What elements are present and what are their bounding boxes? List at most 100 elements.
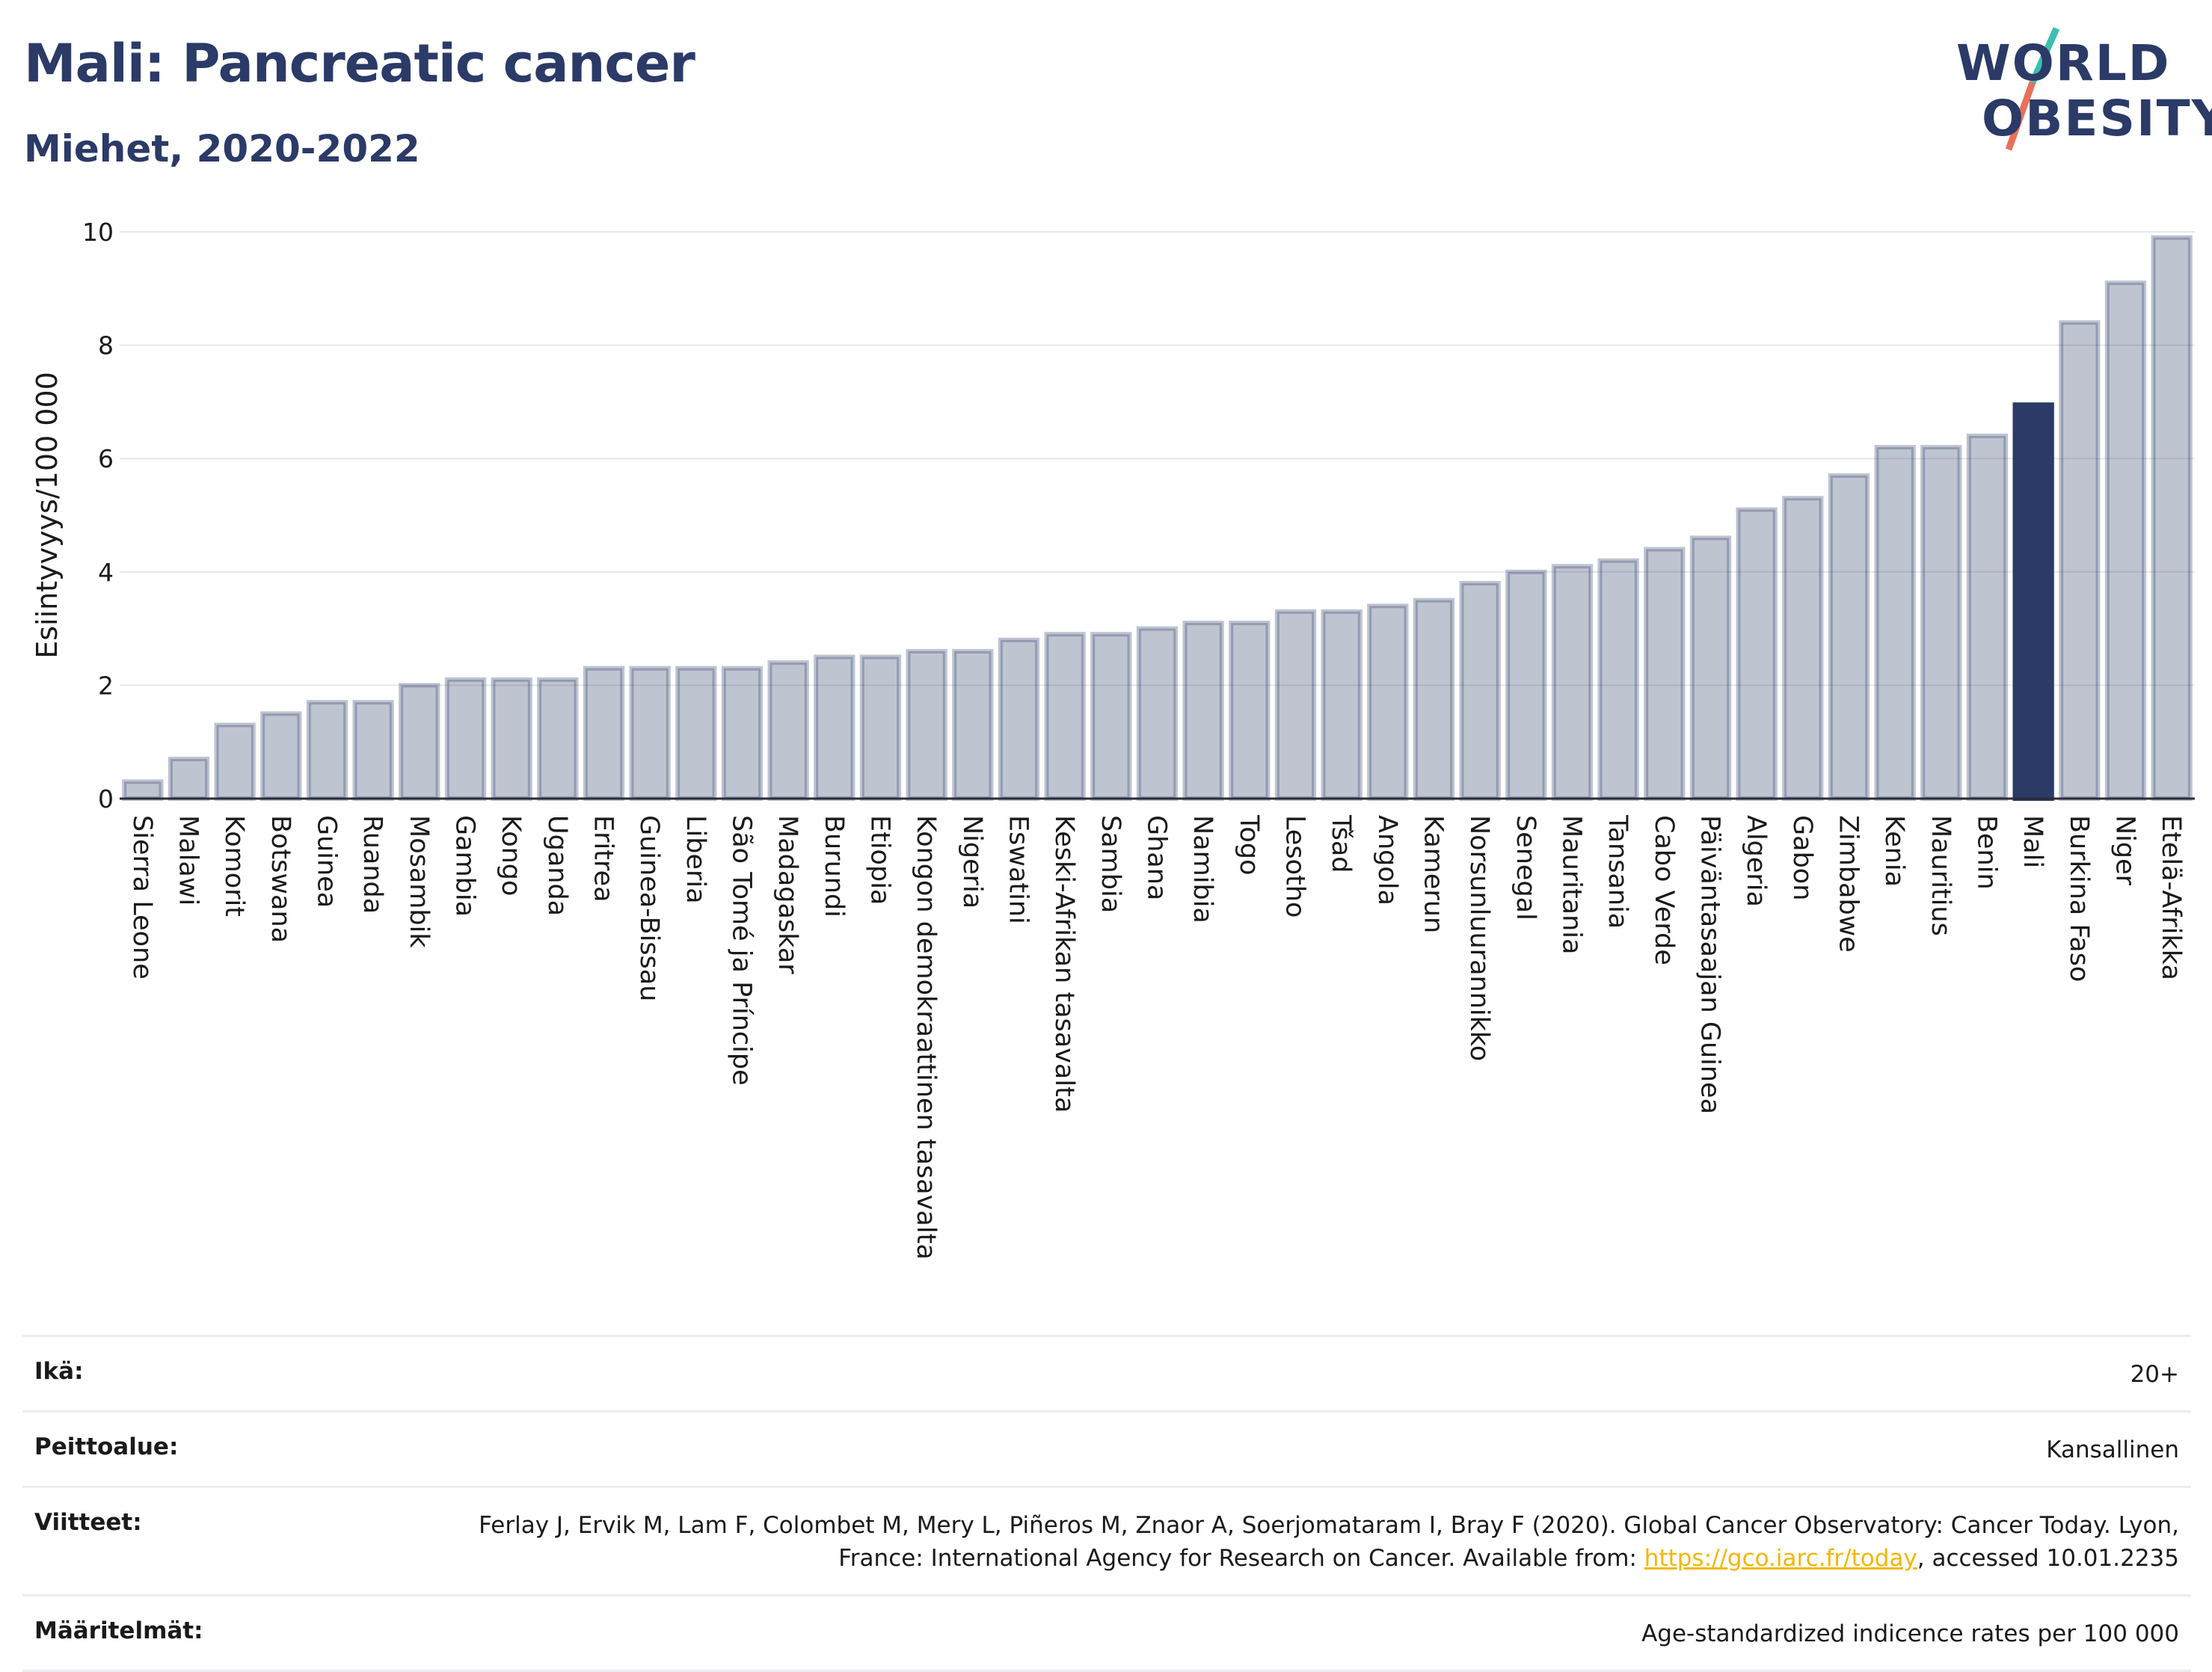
x-tick-label: Uganda bbox=[542, 815, 572, 916]
bar-namibia bbox=[1182, 621, 1224, 802]
bar-burkina-faso bbox=[2059, 320, 2101, 801]
bar-etiopia bbox=[859, 654, 902, 801]
bar-tansania bbox=[1597, 558, 1639, 801]
bar-kongon-demokraattinen-tasavalta bbox=[906, 648, 947, 801]
x-tick-label: Kongon demokraattinen tasavalta bbox=[911, 815, 941, 1260]
logo-line1: WORLD bbox=[1956, 34, 2171, 92]
x-tick-label: Burundi bbox=[819, 815, 849, 918]
x-tick-label: Kenia bbox=[1879, 815, 1909, 887]
x-tick-label: Gambia bbox=[450, 815, 480, 917]
x-tick-label: Tšad bbox=[1326, 814, 1356, 873]
world-obesity-logo: WORLD OBESITY bbox=[1944, 22, 2212, 157]
x-tick-label: Sambia bbox=[1096, 815, 1125, 913]
x-tick-label: Togo bbox=[1234, 814, 1264, 875]
coverage-value: Kansallinen bbox=[2046, 1436, 2179, 1463]
x-tick-label: Madagaskar bbox=[772, 815, 802, 974]
bar-gambia bbox=[444, 677, 487, 801]
x-tick-label: Burkina Faso bbox=[2064, 815, 2094, 982]
x-tick-label: Algeria bbox=[1741, 815, 1771, 907]
x-tick-label: Kamerun bbox=[1419, 815, 1448, 933]
definitions-value: Age-standardized indicence rates per 100… bbox=[1641, 1620, 2179, 1647]
x-tick-label: Senegal bbox=[1511, 815, 1540, 920]
bar-komorit bbox=[214, 722, 256, 802]
bar-eritrea bbox=[583, 666, 625, 801]
bar-angola bbox=[1367, 603, 1409, 802]
bar-mosambik bbox=[399, 683, 440, 802]
bar-burundi bbox=[814, 654, 855, 801]
info-row-age: Ikä: 20+ bbox=[22, 1335, 2191, 1410]
x-tick-label: Zimbabwe bbox=[1834, 815, 1864, 953]
bar-chart: 0 2 4 6 8 10 Esiintyvyys/100 000 Sierra Leone Ma… bbox=[31, 218, 2195, 1260]
references-text: Ferlay J, Ervik M, Lam F, Colombet M, Me… bbox=[479, 1512, 2179, 1572]
bar-norsunluurannikko bbox=[1459, 580, 1501, 802]
bar-madagaskar bbox=[767, 660, 809, 802]
x-tick-label: Mauritius bbox=[1926, 815, 1956, 936]
x-tick-label: Mauritania bbox=[1557, 815, 1587, 954]
x-tick-label: Ruanda bbox=[357, 815, 387, 914]
y-tick-label: 10 bbox=[82, 218, 114, 247]
x-tick-label: Lesotho bbox=[1280, 815, 1310, 918]
bar-benin bbox=[1966, 433, 2009, 801]
y-tick-label: 0 bbox=[98, 784, 114, 814]
bar-mali bbox=[2012, 402, 2054, 801]
x-tick-label: Eswatini bbox=[1004, 815, 1033, 924]
x-tick-label: Komorit bbox=[219, 815, 249, 917]
bar-ruanda bbox=[352, 700, 394, 802]
x-tick-label: Niger bbox=[2110, 815, 2140, 886]
bar-kongo bbox=[491, 677, 532, 801]
x-tick-label: Kongo bbox=[496, 815, 526, 896]
x-tick-label: Guinea-Bissau bbox=[634, 815, 664, 1001]
info-row-coverage: Peittoalue: Kansallinen bbox=[22, 1410, 2191, 1486]
x-tick-label: Etiopia bbox=[865, 815, 895, 905]
logo-line2: OBESITY bbox=[1982, 90, 2212, 147]
bar-sierra-leone bbox=[122, 779, 164, 802]
info-table: Ikä: 20+ Peittoalue: Kansallinen Viittee… bbox=[22, 1335, 2191, 1672]
x-tick-label: Päiväntasaajan Guinea bbox=[1695, 815, 1725, 1114]
bar-guinea bbox=[306, 700, 348, 802]
bar-senegal bbox=[1505, 569, 1547, 801]
bar-uganda bbox=[537, 677, 579, 801]
y-tick-label: 2 bbox=[98, 671, 114, 700]
y-tick-label: 4 bbox=[98, 558, 114, 587]
x-tick-label: Mali bbox=[2018, 815, 2047, 868]
x-tick-label: Etelä-Afrikka bbox=[2156, 815, 2186, 980]
definitions-label: Määritelmät: bbox=[34, 1617, 203, 1644]
x-tick-label: Nigeria bbox=[957, 815, 987, 909]
x-tick-label: Benin bbox=[1972, 815, 2002, 890]
bar-s-o-tomé-ja-príncipe bbox=[721, 666, 764, 801]
x-tick-label: Sierra Leone bbox=[127, 815, 157, 980]
x-tick-label: Norsunluurannikko bbox=[1464, 815, 1494, 1061]
x-tick-label: São Tomé ja Príncipe bbox=[727, 815, 757, 1086]
bar-gabon bbox=[1782, 496, 1824, 801]
bar-zimbabwe bbox=[1828, 473, 1870, 801]
info-row-definitions: Määritelmät: Age-standardized indicence … bbox=[22, 1594, 2191, 1672]
bar-tšad bbox=[1321, 609, 1362, 801]
bar-botswana bbox=[260, 711, 302, 801]
x-tick-label: Cabo Verde bbox=[1649, 815, 1679, 965]
x-tick-label: Botswana bbox=[265, 815, 295, 943]
logo-slash-icon bbox=[2005, 27, 2060, 151]
x-tick-label: Malawi bbox=[173, 815, 203, 906]
x-tick-label: Eritrea bbox=[589, 815, 618, 903]
bar-päiväntasaajan-guinea bbox=[1689, 535, 1732, 801]
bar-malawi bbox=[168, 756, 210, 802]
age-label: Ikä: bbox=[34, 1358, 84, 1385]
bar-togo bbox=[1229, 621, 1271, 802]
bar-keski-afrikan-tasavalta bbox=[1044, 632, 1086, 801]
bar-kamerun bbox=[1413, 597, 1455, 801]
bar-eswatini bbox=[998, 637, 1040, 802]
bar-mauritania bbox=[1551, 564, 1594, 801]
info-row-references: Viitteet: Ferlay J, Ervik M, Lam F, Colo… bbox=[22, 1486, 2191, 1594]
bar-mauritius bbox=[1920, 445, 1962, 801]
bar-lesotho bbox=[1274, 609, 1317, 801]
x-tick-label: Angola bbox=[1372, 815, 1402, 906]
x-tick-label: Gabon bbox=[1787, 815, 1817, 900]
x-tick-label: Ghana bbox=[1142, 815, 1172, 900]
x-tick-label: Namibia bbox=[1188, 815, 1217, 923]
references-link[interactable]: https://gco.iarc.fr/today bbox=[1644, 1545, 1917, 1572]
x-tick-label: Liberia bbox=[681, 815, 710, 904]
x-tick-label: Tansania bbox=[1603, 814, 1632, 929]
x-tick-label: Keski-Afrikan tasavalta bbox=[1049, 815, 1079, 1113]
bar-ghana bbox=[1136, 626, 1179, 801]
coverage-label: Peittoalue: bbox=[34, 1433, 179, 1460]
